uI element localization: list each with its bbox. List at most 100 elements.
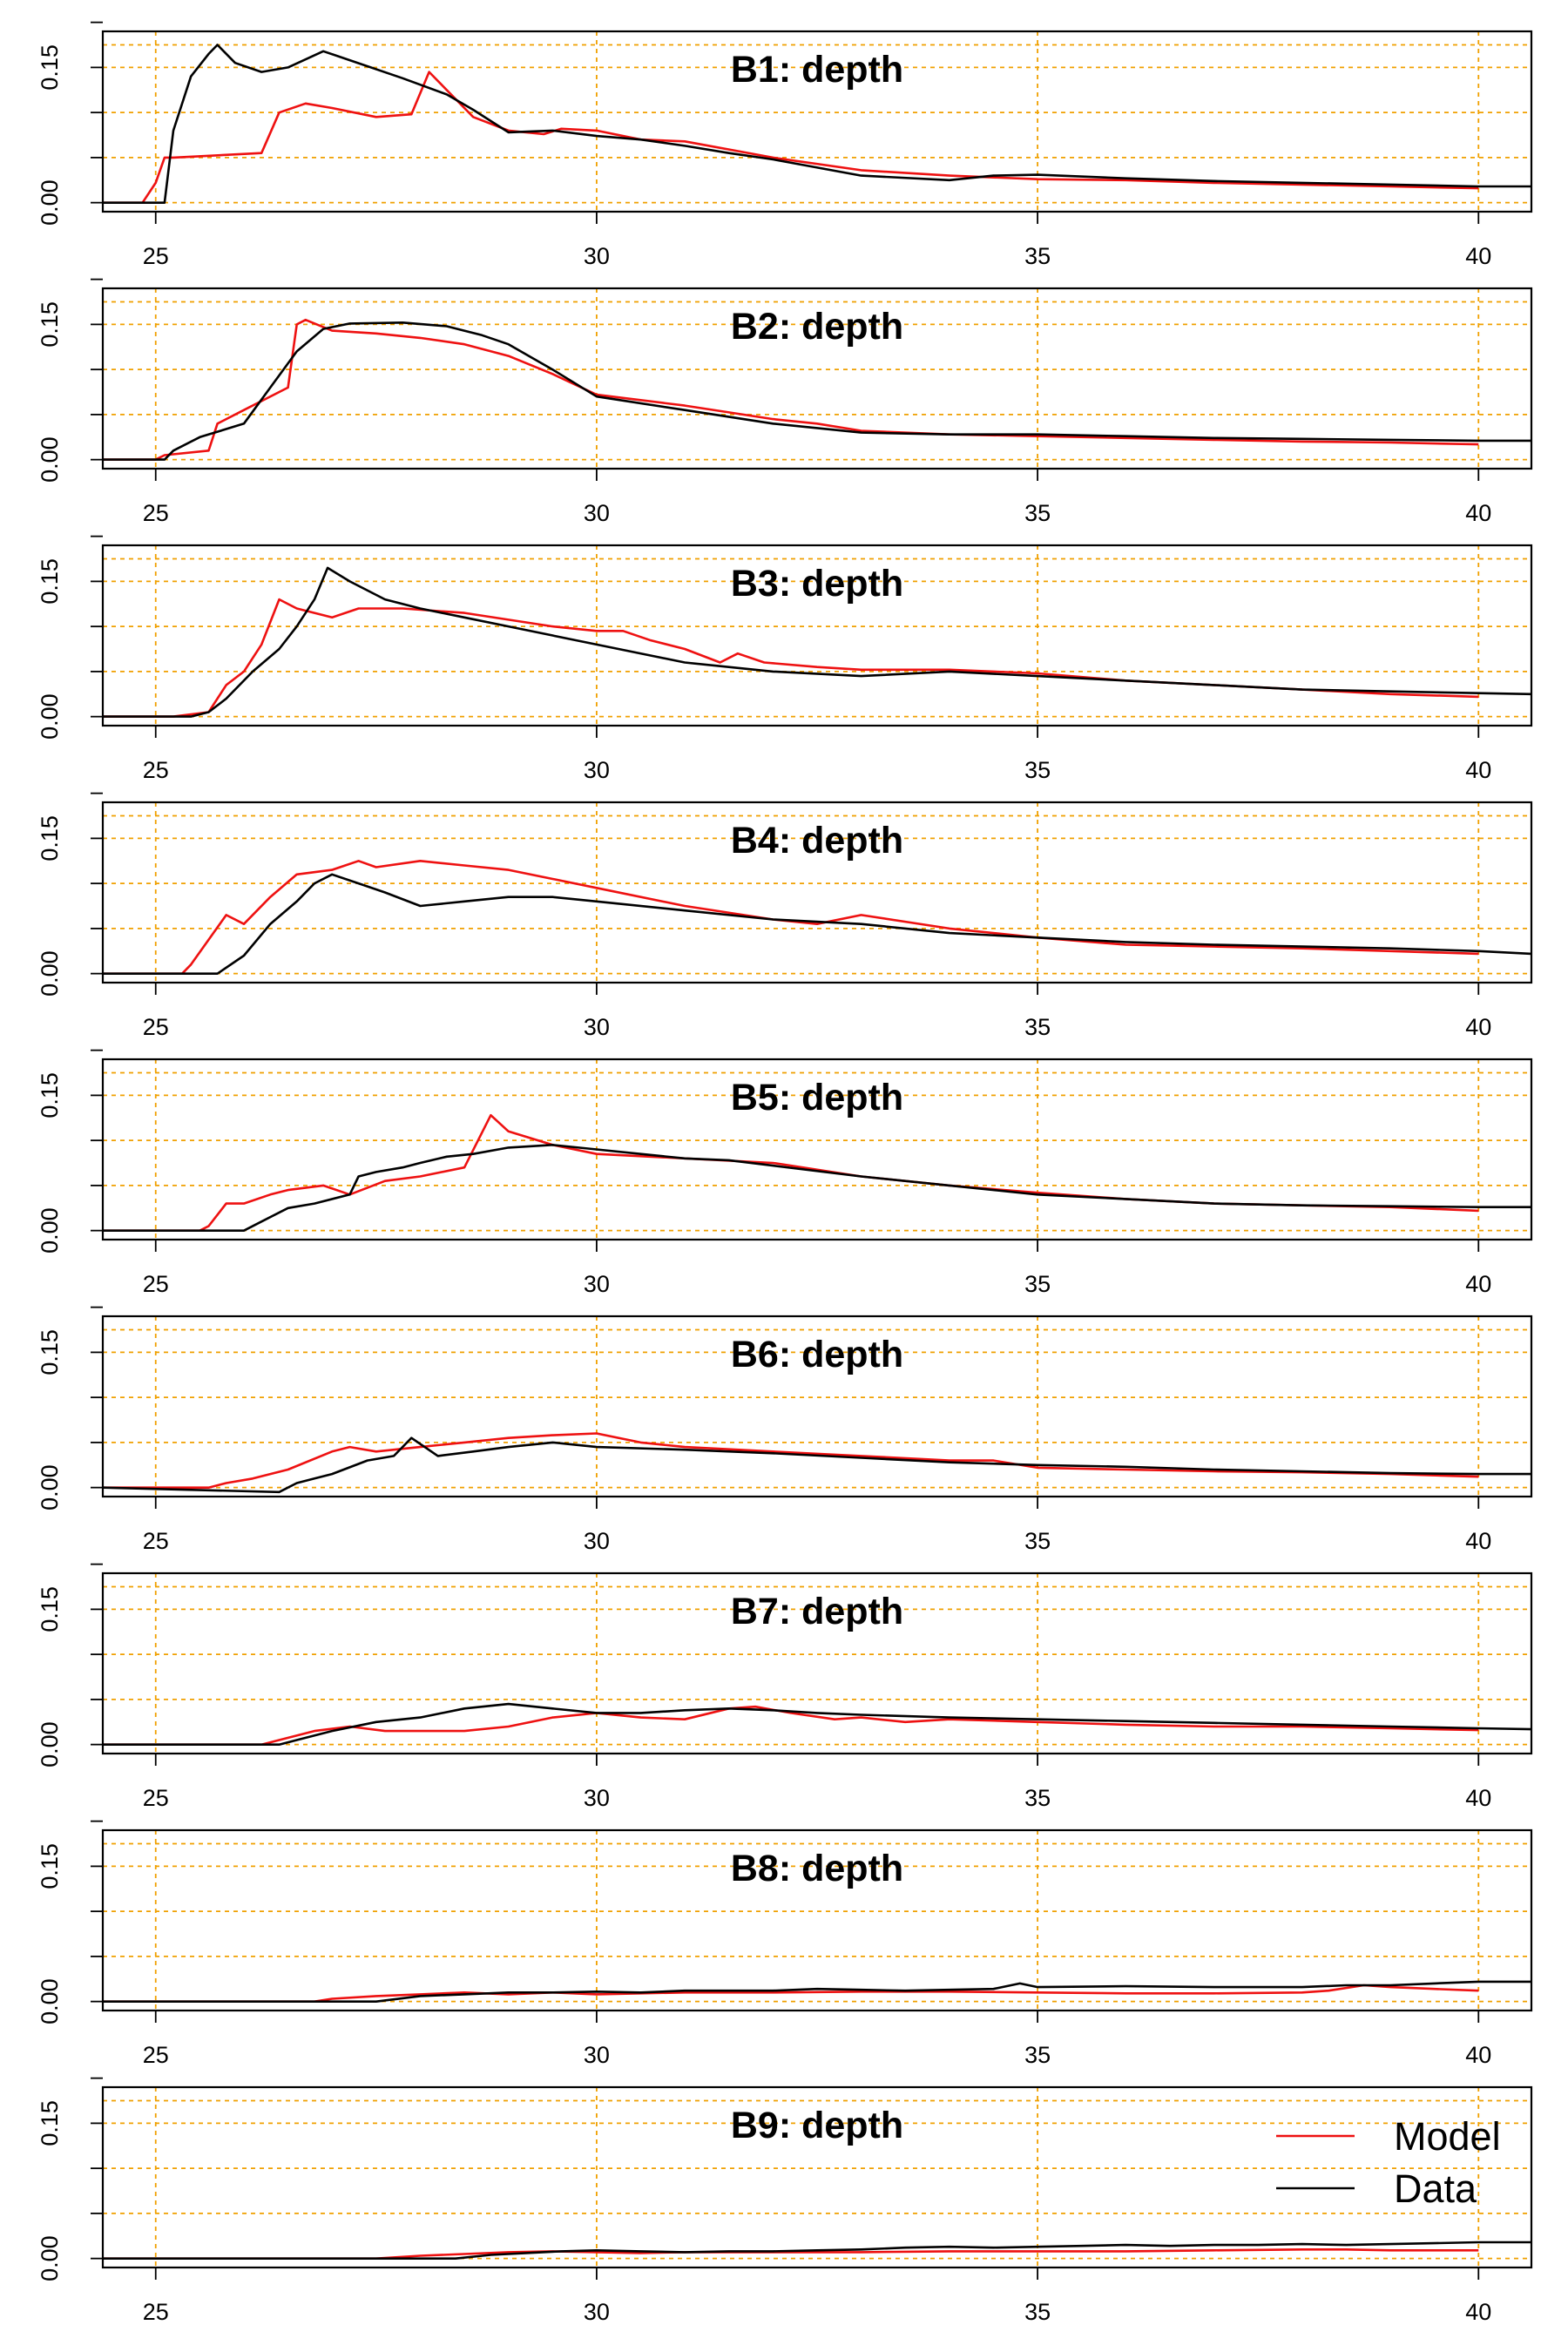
series-line-model — [103, 860, 1479, 975]
panel-4: 0.00 0.15 25 30 35 40 B4: depth — [37, 792, 1533, 1040]
panel-3: 0.00 0.15 25 30 35 40 B3: depth — [37, 535, 1533, 783]
panel-title: B6: depth — [731, 1334, 903, 1375]
x-tick-label: 35 — [1024, 2042, 1051, 2068]
y-tick-label: 0.00 — [37, 950, 63, 997]
x-tick-label: 30 — [584, 500, 610, 526]
x-tick-label: 40 — [1465, 1014, 1491, 1040]
x-tick-label: 25 — [143, 500, 169, 526]
y-tick-label: 0.00 — [37, 1464, 63, 1511]
series-line-data — [103, 321, 1531, 461]
y-tick-label: 0.00 — [37, 693, 63, 740]
x-tick-label: 35 — [1024, 2299, 1051, 2325]
y-tick-label: 0.15 — [37, 301, 63, 348]
panel-title: B3: depth — [731, 563, 903, 605]
x-tick-label: 35 — [1024, 1014, 1051, 1040]
y-tick-label: 0.00 — [37, 436, 63, 483]
panel-title: B9: depth — [731, 2105, 903, 2146]
x-tick-label: 30 — [584, 243, 610, 269]
panel-title: B7: depth — [731, 1591, 903, 1632]
plot-frame — [101, 2085, 1533, 2269]
y-tick-label: 0.00 — [37, 2235, 63, 2281]
x-tick-label: 30 — [584, 2042, 610, 2068]
plot-frame — [101, 287, 1533, 470]
series-line-model — [103, 1984, 1479, 2003]
series-line-model — [103, 2248, 1479, 2260]
x-tick-label: 25 — [143, 2299, 169, 2325]
x-tick-label: 35 — [1024, 243, 1051, 269]
x-tick-label: 40 — [1465, 1785, 1491, 1811]
y-tick-label: 0.15 — [37, 44, 63, 91]
x-tick-label: 35 — [1024, 1785, 1051, 1811]
series-line-data — [102, 1436, 1531, 1494]
panel-title: B1: depth — [731, 49, 903, 91]
series-line-model — [103, 1113, 1479, 1232]
x-tick-label: 40 — [1465, 2042, 1491, 2068]
series-line-data — [103, 2240, 1531, 2260]
panel-9: 0.00 0.15 25 30 35 40 B9: depth Model Data — [37, 2077, 1533, 2325]
panel-8: 0.00 0.15 25 30 35 40 B8: depth — [37, 1820, 1533, 2068]
y-tick-label: 0.00 — [37, 179, 63, 226]
plot-frame — [101, 1315, 1533, 1498]
y-tick-label: 0.15 — [37, 1072, 63, 1119]
legend-label-data: Data — [1394, 2166, 1477, 2211]
panel-title: B4: depth — [731, 820, 903, 862]
series-line-data — [103, 1980, 1531, 2003]
panel-title: B8: depth — [731, 1848, 903, 1889]
y-tick-label: 0.15 — [37, 1586, 63, 1632]
plot-frame — [101, 1058, 1533, 1241]
y-tick-label: 0.15 — [37, 1329, 63, 1375]
plot-frame — [101, 1571, 1533, 1755]
x-tick-label: 40 — [1465, 500, 1491, 526]
y-tick-label: 0.15 — [37, 558, 63, 605]
panel-7: 0.00 0.15 25 30 35 40 B7: depth — [37, 1563, 1533, 1811]
x-tick-label: 35 — [1024, 1271, 1051, 1297]
x-tick-label: 25 — [143, 243, 169, 269]
series-line-data — [103, 1702, 1532, 1746]
legend: Model Data — [1276, 2114, 1501, 2211]
x-tick-label: 30 — [584, 1528, 610, 1554]
y-tick-label: 0.00 — [37, 1978, 63, 2024]
series-line-data — [103, 44, 1531, 204]
x-tick-label: 40 — [1465, 1528, 1491, 1554]
x-tick-label: 40 — [1465, 1271, 1491, 1297]
y-tick-label: 0.00 — [37, 1207, 63, 1254]
x-tick-label: 25 — [143, 1014, 169, 1040]
plot-frame — [101, 30, 1533, 213]
series-line-data — [103, 873, 1532, 975]
series-line-model — [103, 318, 1479, 461]
x-tick-label: 35 — [1024, 1528, 1051, 1554]
y-tick-label: 0.15 — [37, 1843, 63, 1889]
legend-label-model: Model — [1394, 2114, 1501, 2159]
x-tick-label: 25 — [143, 1528, 169, 1554]
x-tick-label: 25 — [143, 1271, 169, 1297]
panel-title: B5: depth — [731, 1077, 903, 1119]
panel-title: B2: depth — [731, 306, 903, 348]
series-line-model — [103, 598, 1479, 718]
x-tick-label: 35 — [1024, 500, 1051, 526]
x-tick-label: 40 — [1465, 757, 1491, 783]
series-line-model — [103, 71, 1479, 204]
panel-1: 0.00 0.15 25 30 35 40 B1: depth — [37, 21, 1533, 269]
panel-2: 0.00 0.15 25 30 35 40 B2: depth — [37, 278, 1533, 526]
plot-frame — [101, 1828, 1533, 2012]
x-tick-label: 25 — [143, 757, 169, 783]
x-tick-label: 30 — [584, 1785, 610, 1811]
x-tick-label: 25 — [143, 1785, 169, 1811]
x-tick-label: 40 — [1465, 243, 1491, 269]
y-tick-label: 0.00 — [37, 1721, 63, 1767]
x-tick-label: 30 — [584, 2299, 610, 2325]
series-line-model — [103, 1432, 1479, 1489]
plot-frame — [101, 801, 1533, 984]
plot-frame — [101, 544, 1533, 727]
x-tick-label: 30 — [584, 757, 610, 783]
x-tick-label: 30 — [584, 1014, 610, 1040]
y-tick-label: 0.15 — [37, 2100, 63, 2146]
x-tick-label: 40 — [1465, 2299, 1491, 2325]
series-line-data — [103, 566, 1532, 718]
series-line-data — [103, 1144, 1531, 1232]
y-tick-label: 0.15 — [37, 815, 63, 862]
x-tick-label: 35 — [1024, 757, 1051, 783]
panel-6: 0.00 0.15 25 30 35 40 B6: depth — [37, 1306, 1533, 1554]
x-tick-label: 30 — [584, 1271, 610, 1297]
